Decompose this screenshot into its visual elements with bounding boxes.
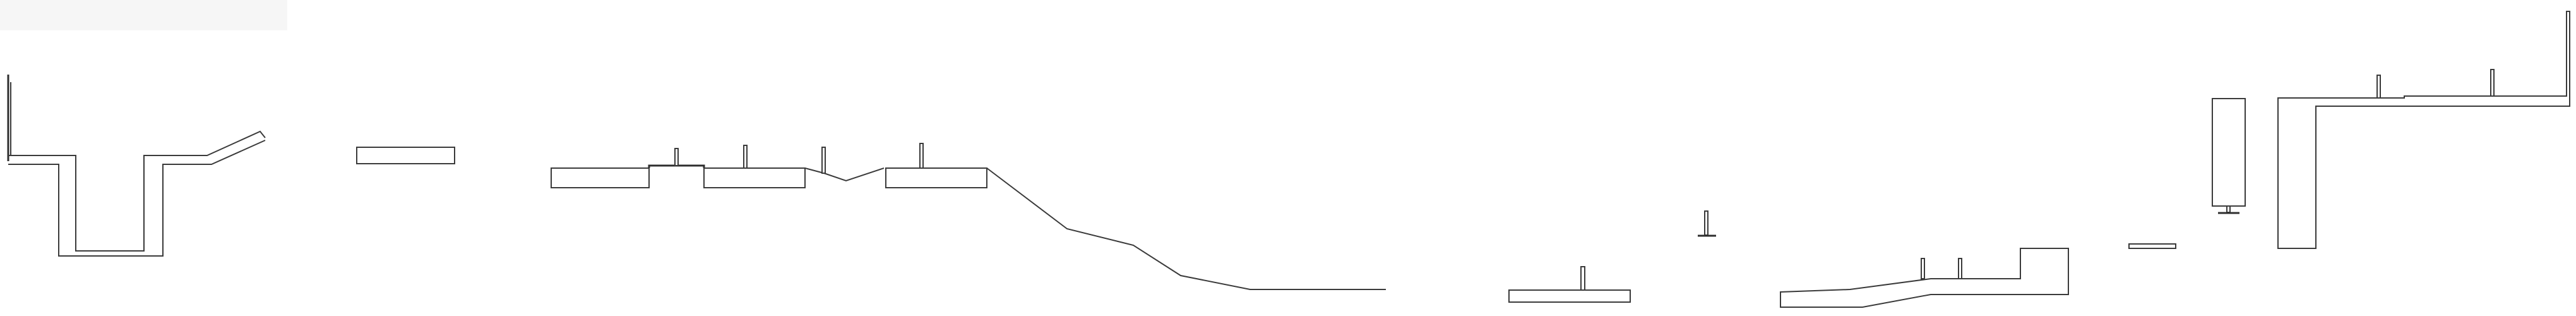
column-stem — [2226, 205, 2231, 213]
slab-and-slope-section — [551, 143, 1386, 290]
ramp-post-1 — [1921, 258, 1925, 279]
ramp-post-2 — [1958, 258, 1962, 279]
post-3 — [821, 147, 826, 174]
channel-section — [7, 75, 266, 257]
l-wall-post-2 — [2490, 69, 2495, 97]
slab-2 — [703, 167, 806, 188]
title-tab — [0, 0, 287, 30]
slope-profile — [986, 167, 1386, 290]
l-wall-outline — [2277, 11, 2570, 249]
post-2 — [743, 145, 748, 169]
l-wall-section — [2277, 11, 2570, 249]
post-4 — [919, 143, 924, 169]
t-marker-1 — [1698, 210, 1716, 237]
flat-slab — [1508, 289, 1631, 303]
slab-2-3-joint — [804, 167, 885, 182]
channel-inner — [8, 130, 266, 252]
slab-3 — [885, 167, 987, 188]
t-marker-stem — [1704, 210, 1708, 236]
standing-column — [2212, 98, 2246, 214]
post-1 — [674, 148, 679, 166]
flat-slab-section — [1508, 266, 1631, 303]
ramp-slab-outline — [1780, 248, 2069, 308]
flat-slab-post — [1580, 266, 1585, 291]
l-wall-post-1 — [2376, 75, 2381, 99]
isolated-slab — [356, 147, 455, 164]
channel-outer — [8, 140, 266, 257]
column-body — [2212, 98, 2246, 207]
thin-plank — [2128, 243, 2176, 249]
slab-1 — [551, 167, 650, 188]
ramp-slab-section — [1780, 248, 2069, 308]
